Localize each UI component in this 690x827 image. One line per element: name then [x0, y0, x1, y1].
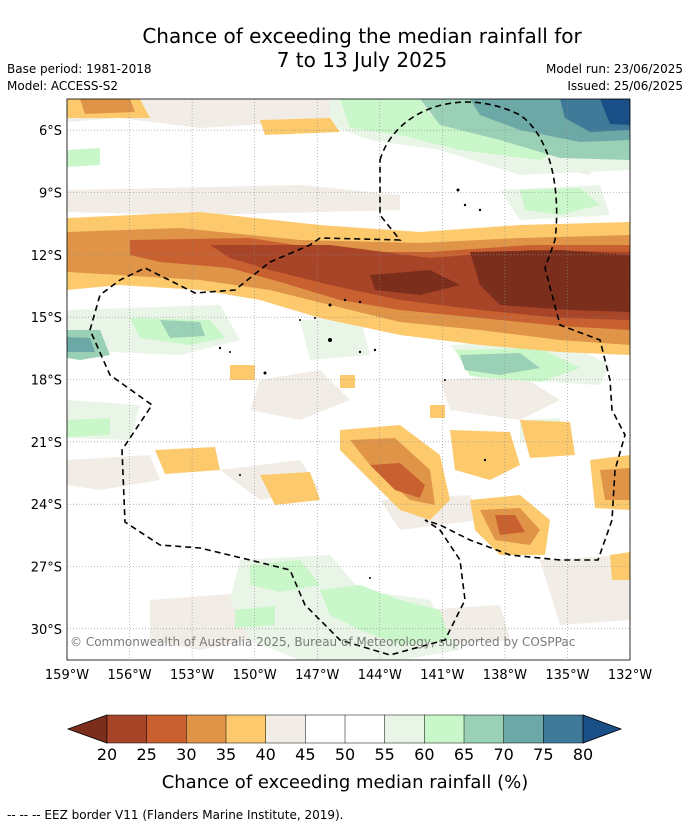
latitude-label: 27°S: [31, 561, 62, 576]
colorbar-tick-label: 80: [573, 745, 593, 764]
colorbar-tick-label: 55: [374, 745, 394, 764]
issued-text: Issued: 25/06/2025: [567, 79, 683, 93]
colorbar-tick-label: 20: [97, 745, 117, 764]
colorbar-extend-high: [582, 714, 623, 744]
colorbar-swatch: [146, 714, 187, 744]
colorbar-tick-label: 30: [176, 745, 196, 764]
model-run-text: Model run: 23/06/2025: [545, 62, 683, 76]
colorbar-label: Chance of exceeding median rainfall (%): [161, 772, 529, 793]
colorbar-swatch: [344, 714, 386, 744]
colorbar-swatch: [106, 714, 148, 744]
colorbar-tick-label: 35: [216, 745, 236, 764]
map-title-line2: 7 to 13 July 2025: [276, 48, 448, 72]
colorbar-tick-label: 70: [493, 745, 513, 764]
colorbar-tick-label: 25: [136, 745, 156, 764]
colorbar-tick-label: 50: [335, 745, 355, 764]
colorbar-swatch: [305, 714, 346, 744]
longitude-label: 147°W: [295, 668, 339, 683]
model-text: Model: ACCESS-S2: [7, 79, 119, 93]
longitude-label: 153°W: [170, 668, 214, 683]
latitude-label: 21°S: [31, 436, 62, 451]
colorbar-tick-label: 40: [255, 745, 275, 764]
longitude-labels: 159°W 156°W 153°W 150°W 147°W 144°W 141°W 138°W…: [45, 668, 652, 683]
colorbar-swatch: [463, 714, 505, 744]
latitude-label: 6°S: [39, 124, 62, 139]
colorbar-swatch: [225, 714, 267, 744]
colorbar-swatch: [424, 714, 465, 744]
colorbar-tick-label: 75: [533, 745, 553, 764]
latitude-label: 30°S: [31, 623, 62, 638]
colorbar-swatch: [543, 714, 584, 744]
islands: [218, 188, 487, 579]
latitude-label: 9°S: [39, 187, 62, 202]
colorbar: 20 25 30 35 40 45 50 55 60 65 70 75 80: [66, 714, 623, 764]
colorbar-swatch: [384, 714, 425, 744]
eez-border: [89, 101, 626, 656]
colorbar-swatch: [265, 714, 306, 744]
longitude-label: 132°W: [608, 668, 652, 683]
longitude-label: 138°W: [483, 668, 527, 683]
map-title-line1: Chance of exceeding the median rainfall …: [142, 24, 582, 48]
colorbar-extend-low: [66, 714, 108, 744]
longitude-label: 144°W: [358, 668, 402, 683]
latitude-label: 12°S: [31, 249, 62, 264]
longitude-label: 159°W: [45, 668, 89, 683]
latitude-labels: 6°S 9°S 12°S 15°S 18°S 21°S 24°S 27°S 30°S: [31, 124, 62, 638]
colorbar-swatch: [503, 714, 544, 744]
latitude-label: 15°S: [31, 311, 62, 326]
copyright-text: © Commonwealth of Australia 2025, Bureau…: [70, 635, 575, 649]
longitude-label: 150°W: [233, 668, 277, 683]
colorbar-tick-label: 60: [414, 745, 434, 764]
colorbar-tick-label: 65: [454, 745, 474, 764]
longitude-label: 141°W: [420, 668, 464, 683]
longitude-label: 156°W: [107, 668, 151, 683]
colorbar-swatch: [186, 714, 227, 744]
eez-legend-text: -- -- -- EEZ border V11 (Flanders Marine…: [7, 808, 344, 822]
latitude-label: 18°S: [31, 374, 62, 389]
longitude-label: 135°W: [545, 668, 589, 683]
colorbar-tick-label: 45: [295, 745, 315, 764]
latitude-label: 24°S: [31, 498, 62, 513]
base-period-text: Base period: 1981-2018: [7, 62, 152, 76]
